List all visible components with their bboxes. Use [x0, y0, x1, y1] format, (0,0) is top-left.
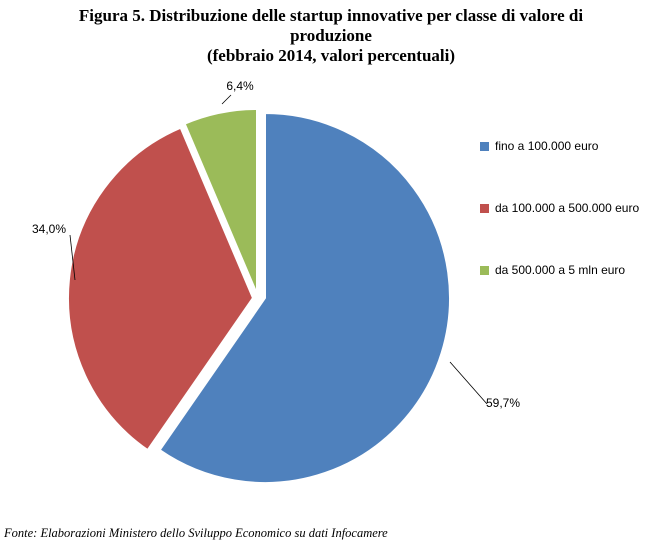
legend-swatch	[480, 141, 489, 151]
legend-label: fino a 100.000 euro	[495, 139, 599, 153]
legend-item: da 500.000 a 5 mln euro	[480, 262, 660, 278]
legend: fino a 100.000 euro da 100.000 a 500.000 …	[480, 138, 660, 324]
chart-title-line-2: produzione	[290, 26, 372, 45]
legend-swatch	[480, 203, 489, 213]
data-labels: 59,7% 34,0% 6,4%	[32, 79, 520, 410]
source-note: Fonte: Elaborazioni Ministero dello Svil…	[4, 526, 388, 540]
leader-line	[69, 234, 76, 281]
pie-slice	[158, 111, 451, 484]
chart-title-line-3: (febbraio 2014, valori percentuali)	[206, 46, 456, 65]
legend-item: fino a 100.000 euro	[480, 138, 660, 154]
data-label: 34,0%	[32, 222, 66, 236]
chart-title-line-1: Figura 5. Distribuzione delle startup in…	[78, 6, 584, 25]
data-label: 59,7%	[486, 396, 520, 410]
legend-label: da 500.000 a 5 mln euro	[495, 263, 626, 277]
pie-slice	[67, 126, 255, 452]
chart-title: Figura 5. Distribuzione delle startup in…	[0, 6, 662, 66]
legend-item: da 100.000 a 500.000 euro	[480, 200, 660, 216]
leader-line	[449, 361, 488, 405]
leader-lines	[69, 94, 488, 405]
pie-slice	[183, 107, 258, 295]
leader-line	[221, 94, 232, 105]
data-label: 6,4%	[226, 79, 254, 93]
legend-swatch	[480, 265, 489, 275]
pie-slices	[67, 107, 451, 484]
legend-label: da 100.000 a 500.000 euro	[495, 201, 640, 215]
